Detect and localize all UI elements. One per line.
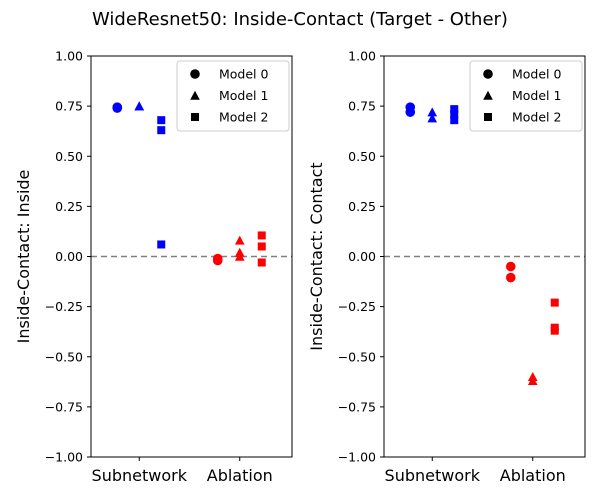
legend-label-model-0: Model 0	[512, 67, 562, 82]
legend-label-model-1: Model 1	[512, 88, 561, 103]
y-tick-label: −0.25	[338, 299, 376, 314]
y-tick-label: 0.75	[348, 99, 376, 114]
legend-label-model-1: Model 1	[219, 88, 268, 103]
y-axis-label: Inside-Contact: Inside	[14, 170, 33, 344]
data-point-model-1-ablation-2	[234, 235, 245, 245]
data-point-model-2-ablation-5	[550, 326, 559, 335]
y-tick-label: 1.00	[348, 49, 376, 64]
data-point-model-0-ablation-3	[212, 255, 223, 266]
x-tick-label-ablation: Ablation	[207, 466, 273, 485]
legend-box	[176, 60, 290, 132]
y-tick-label: −1.00	[338, 450, 376, 465]
y-tick-label: −0.75	[45, 399, 83, 414]
legend-marker-model-2	[191, 113, 199, 121]
data-point-model-2-subnetwork-2	[157, 240, 166, 249]
legend-marker-model-2	[484, 113, 492, 121]
data-point-model-1-ablation-4	[234, 251, 245, 261]
data-point-model-2-ablation-3	[550, 298, 559, 307]
y-tick-label: −0.25	[45, 299, 83, 314]
y-tick-label: 0.25	[348, 199, 376, 214]
data-point-model-2-subnetwork-0	[157, 116, 166, 125]
data-point-model-2-subnetwork-1	[450, 110, 459, 119]
legend-label-model-2: Model 2	[512, 110, 561, 125]
panel-contact: −1.00 −0.75 −0.50 −0.25 0.00 0.25 0.50 0.75 1.00…	[307, 49, 586, 485]
data-point-model-2-ablation-5	[257, 258, 266, 267]
legend-marker-model-1	[190, 90, 200, 100]
y-tick-label: 0.00	[55, 249, 83, 264]
data-point-model-0-ablation-2	[505, 261, 516, 272]
y-tick-label: 1.00	[55, 49, 83, 64]
chart-title: WideResnet50: Inside-Contact (Target - O…	[92, 9, 508, 30]
y-tick-label: 0.50	[348, 149, 376, 164]
y-tick-label: 0.00	[348, 249, 376, 264]
data-point-model-0-subnetwork-1	[112, 103, 123, 113]
y-tick-label: −0.50	[45, 349, 83, 364]
y-tick-label: 0.75	[55, 99, 83, 114]
data-point-model-0-ablation-3	[505, 272, 516, 283]
legend-label-model-0: Model 0	[219, 67, 269, 82]
data-point-model-2-ablation-3	[257, 231, 266, 240]
data-point-model-0-subnetwork-1	[405, 107, 416, 117]
x-tick-label-ablation: Ablation	[500, 466, 566, 485]
data-point-model-2-ablation-4	[257, 242, 266, 251]
y-axis-label: Inside-Contact: Contact	[307, 162, 326, 350]
y-tick-label: −1.00	[45, 450, 83, 465]
data-point-model-1-ablation-3	[527, 376, 538, 386]
legend-marker-model-0	[190, 69, 200, 79]
data-point-model-2-subnetwork-1	[157, 126, 166, 135]
data-point-model-2-subnetwork-2	[450, 116, 459, 125]
legend: Model 0 Model 1 Model 2	[176, 60, 290, 132]
x-tick-label-subnetwork: Subnetwork	[92, 466, 188, 485]
data-point-model-1-subnetwork-1	[427, 113, 438, 123]
y-tick-label: −0.50	[338, 349, 376, 364]
legend-marker-model-0	[483, 69, 493, 79]
panel-inside: −1.00 −0.75 −0.50 −0.25 0.00 0.25 0.50 0.75 1.00…	[14, 49, 293, 485]
legend-label-model-2: Model 2	[219, 110, 268, 125]
data-point-model-1-subnetwork-1	[134, 101, 145, 111]
y-tick-label: 0.50	[55, 149, 83, 164]
y-tick-label: 0.25	[55, 199, 83, 214]
data-point-model-1-subnetwork-0	[427, 107, 438, 117]
y-tick-label: −0.75	[338, 399, 376, 414]
data-point-model-2-subnetwork-0	[450, 105, 459, 114]
x-tick-label-subnetwork: Subnetwork	[385, 466, 481, 485]
legend-marker-model-1	[483, 90, 493, 100]
legend-box	[469, 60, 583, 132]
legend: Model 0 Model 1 Model 2	[469, 60, 583, 132]
